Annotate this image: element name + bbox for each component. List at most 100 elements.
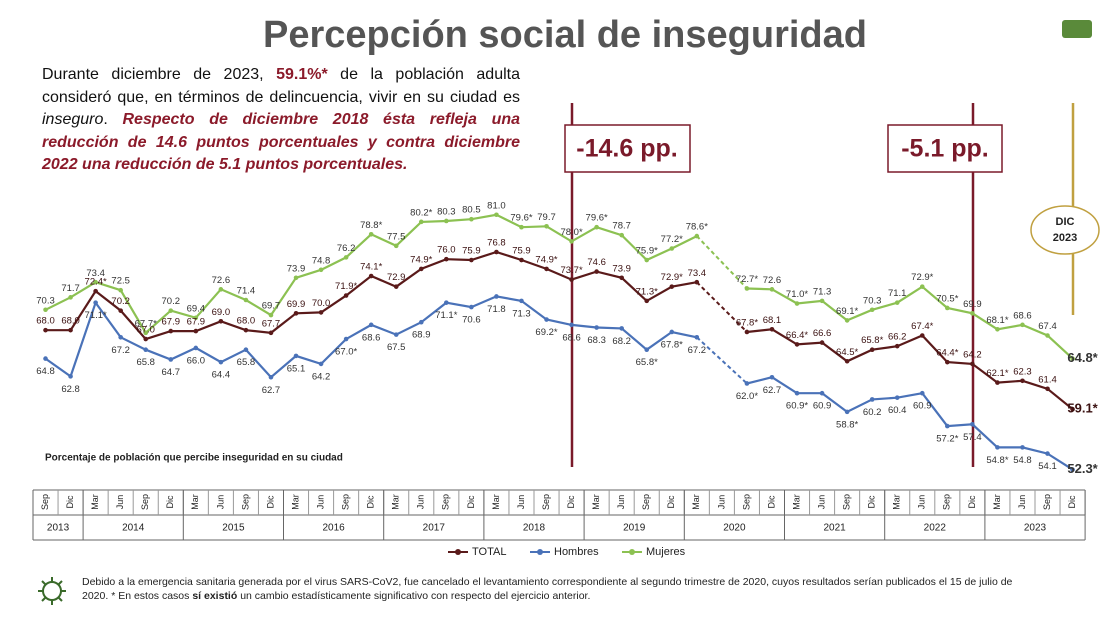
data-point (168, 357, 174, 362)
data-point (368, 273, 374, 279)
data-point (193, 315, 199, 321)
data-point (444, 256, 449, 262)
data-point (343, 336, 349, 342)
data-point (669, 284, 675, 289)
data-label: 54.8 (1013, 455, 1032, 466)
data-point (469, 304, 474, 310)
data-point (143, 336, 149, 342)
data-label: 68.0 (36, 316, 55, 327)
data-label: 62.7 (763, 385, 782, 396)
data-label: 62.0* (736, 391, 758, 402)
data-label: 62.7 (262, 385, 281, 396)
data-label: 75.9 (512, 246, 531, 257)
badge-text: 2023 (1053, 232, 1077, 244)
text: inseguro (42, 111, 104, 128)
data-label: 77.2* (661, 234, 683, 245)
data-point (243, 347, 249, 353)
data-label: 79.6* (586, 213, 608, 224)
data-point (544, 266, 549, 272)
data-label: 81.0 (487, 200, 506, 211)
data-label: 65.8 (237, 357, 256, 368)
annotation-box (564, 124, 691, 173)
data-point (644, 257, 650, 263)
data-label: 68.6 (562, 332, 581, 343)
data-label: 68.2 (612, 336, 631, 347)
data-label: 65.8* (636, 357, 658, 368)
x-tick-label: Jun (816, 495, 826, 510)
badge (1030, 205, 1100, 255)
data-label: 66.4* (786, 330, 808, 341)
x-tick-label: Sep (541, 494, 551, 510)
data-point (343, 255, 349, 260)
data-point (844, 409, 850, 415)
data-label: 71.1* (85, 310, 107, 321)
logo-badge (1062, 20, 1092, 38)
data-point (494, 249, 499, 255)
data-label: 71.8 (487, 304, 506, 315)
data-label: 80.5 (462, 205, 481, 216)
data-label: 60.9* (786, 401, 808, 412)
data-label: 65.8* (861, 335, 883, 346)
data-label: 65.8 (136, 357, 155, 368)
data-label: 72.9* (911, 272, 933, 283)
data-point (919, 284, 925, 289)
data-label: 67.2 (688, 345, 707, 356)
data-label: 64.2 (963, 349, 982, 360)
data-label: 79.6* (510, 213, 532, 224)
data-point (769, 287, 775, 292)
text: un cambio estadísticamente significativo… (237, 590, 591, 602)
text: sí existió (192, 590, 238, 602)
data-label: 74.9* (535, 254, 557, 265)
data-point (894, 343, 900, 349)
data-label: 73.9 (287, 263, 306, 274)
x-tick-label: Dic (466, 495, 476, 508)
virus-icon (38, 577, 66, 605)
year-label: 2021 (823, 523, 846, 534)
x-tick-label: Dic (867, 495, 877, 508)
data-point (995, 445, 1000, 450)
data-label: 78.6* (686, 222, 708, 233)
data-point (218, 319, 224, 324)
x-tick-label: Jun (416, 495, 426, 510)
data-label: 78.7 (612, 221, 631, 232)
data-point (744, 329, 750, 335)
data-label: 64.4 (212, 370, 231, 381)
data-point (118, 308, 123, 313)
legend-label: Hombres (554, 546, 599, 558)
data-point (43, 327, 48, 333)
x-tick-label: Dic (566, 495, 576, 508)
data-point (368, 322, 374, 328)
emphasis: Respecto de diciembre 2018 ésta refleja … (42, 111, 521, 173)
data-label: 77.5 (387, 231, 406, 242)
data-point (769, 374, 775, 380)
x-tick-label: Sep (842, 494, 852, 510)
data-label: 75.9* (636, 246, 658, 257)
data-point (68, 327, 73, 333)
x-tick-label: Sep (942, 494, 952, 510)
x-tick-label: Dic (65, 495, 75, 508)
data-label: 70.5* (936, 294, 958, 305)
data-point (469, 257, 474, 263)
data-label: 67.4* (911, 321, 933, 332)
data-label: 71.1 (888, 288, 907, 299)
data-point (519, 298, 524, 304)
data-label: 69.7 (262, 301, 281, 312)
data-point (168, 328, 174, 334)
data-point (1070, 467, 1075, 472)
data-point (1070, 356, 1075, 361)
x-tick-label: Jun (1017, 495, 1027, 510)
x-tick-label: Mar (691, 494, 701, 510)
data-point (293, 353, 299, 359)
data-label: 60.9 (913, 401, 932, 412)
data-point (1045, 451, 1050, 456)
data-label: 76.0 (437, 245, 456, 256)
page-title: Percepción social de inseguridad (263, 14, 867, 56)
data-label: 74.6 (587, 257, 606, 268)
legend-label: Mujeres (646, 546, 686, 558)
x-tick-label: Jun (716, 495, 726, 510)
data-point (118, 334, 123, 340)
data-point (243, 327, 249, 333)
data-label: 64.8 (36, 366, 55, 377)
data-point (995, 326, 1000, 332)
